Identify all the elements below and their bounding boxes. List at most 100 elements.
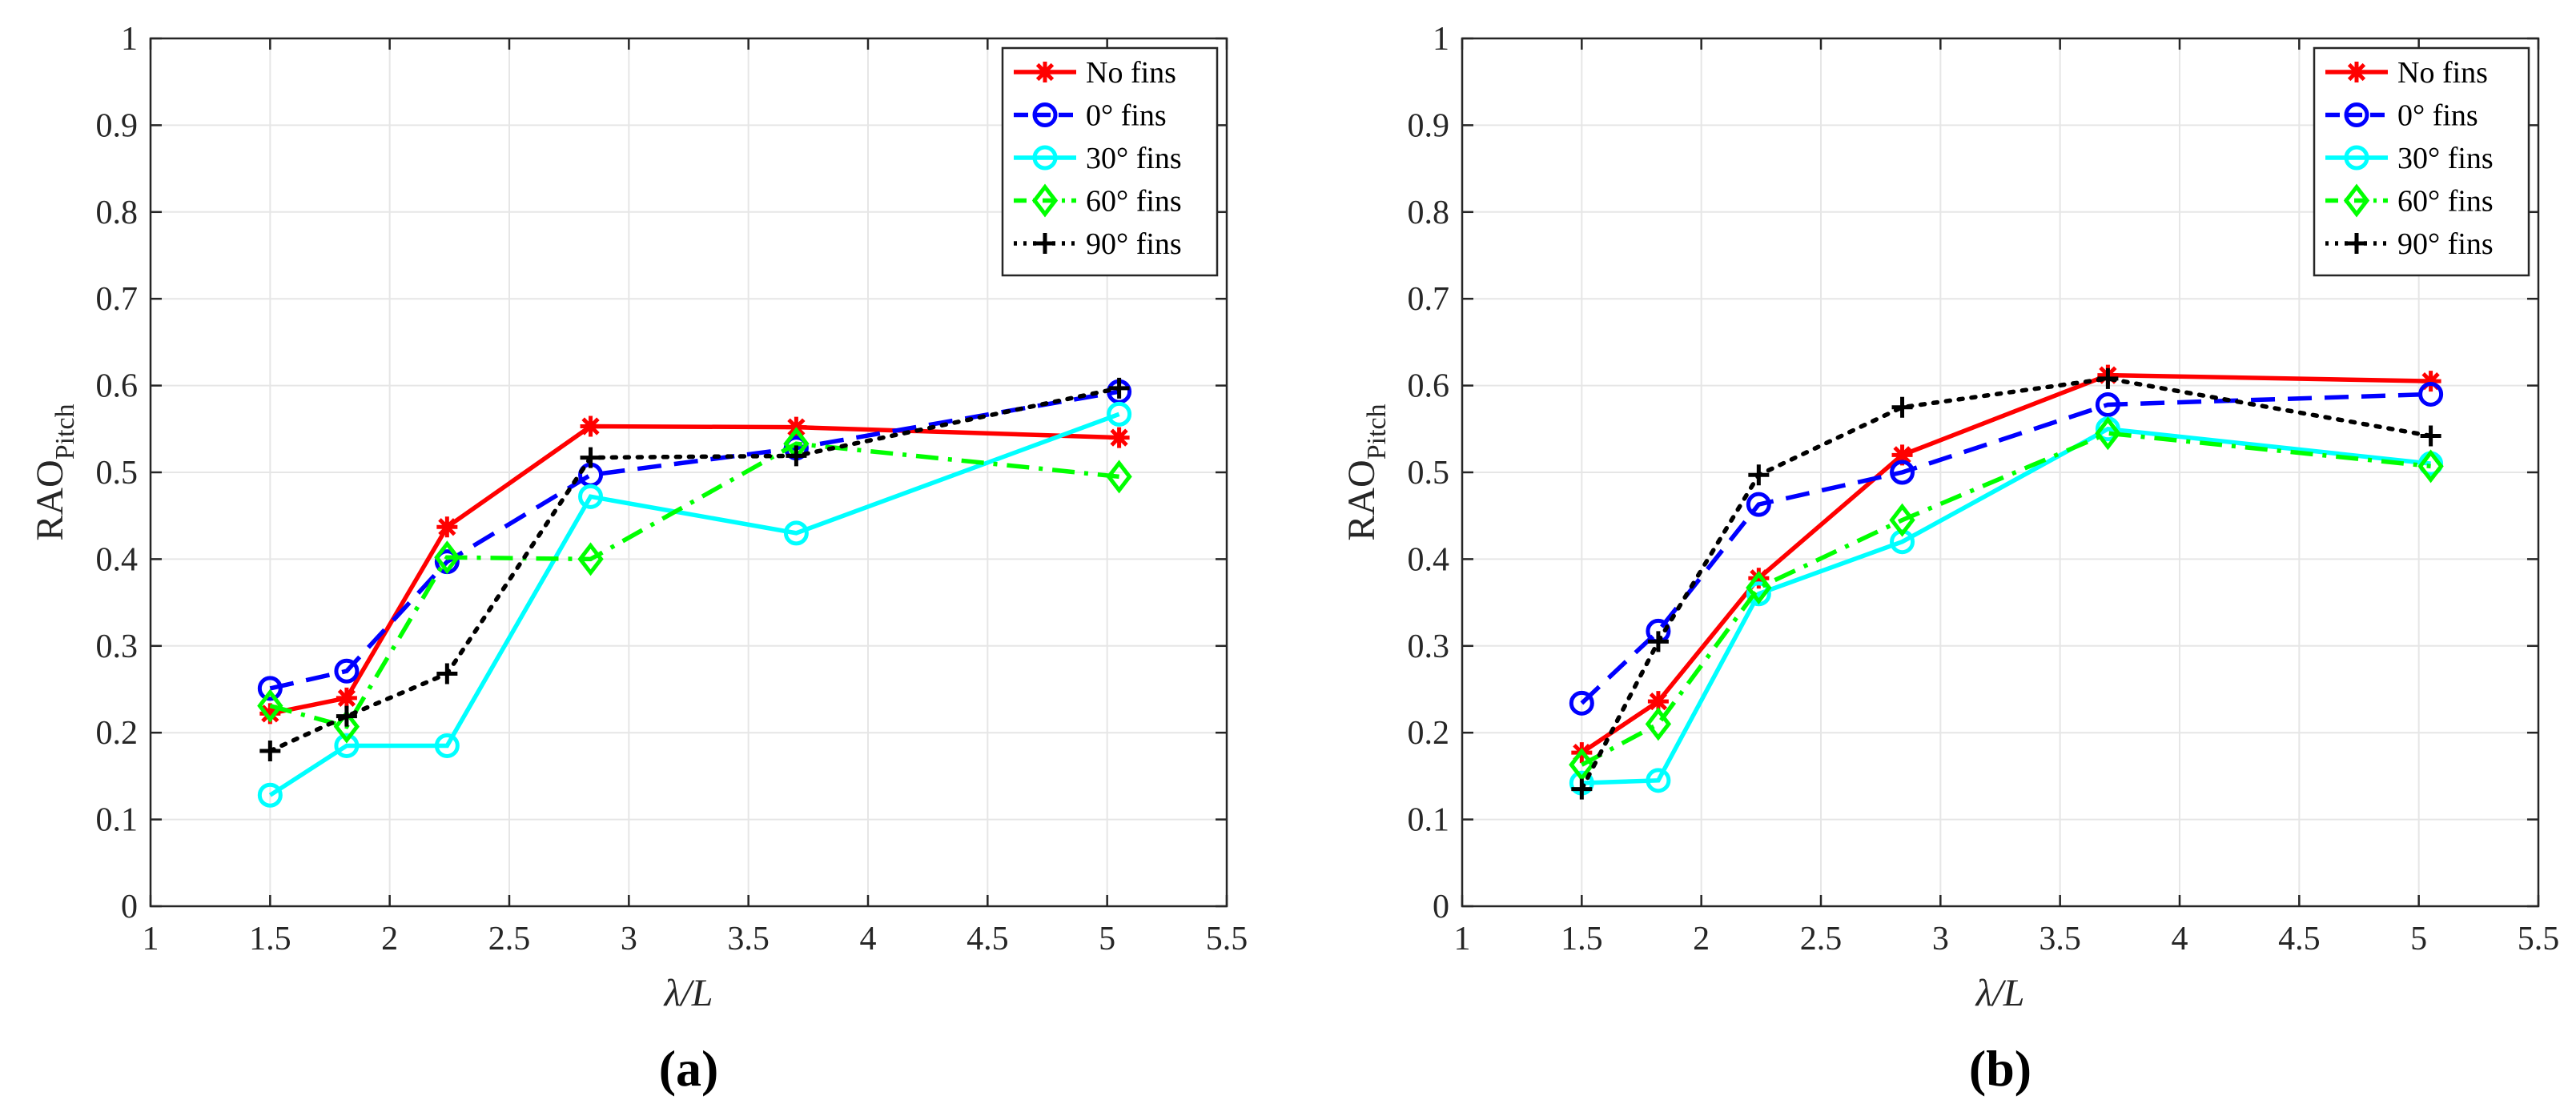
data-point xyxy=(578,484,604,509)
y-axis-label: RAOPitch xyxy=(1340,403,1392,540)
y-tick-label: 0.5 xyxy=(1408,455,1450,492)
y-axis-label: RAOPitch xyxy=(29,403,80,540)
data-point xyxy=(257,676,283,701)
y-tick-label: 0.9 xyxy=(1408,107,1450,144)
legend-label: 30° fins xyxy=(2397,142,2494,175)
data-point xyxy=(2095,416,2121,451)
data-point xyxy=(2417,449,2444,484)
data-point xyxy=(1748,464,1770,486)
data-point xyxy=(2095,391,2120,417)
y-tick-label: 0.7 xyxy=(1408,281,1450,318)
x-tick-label: 5 xyxy=(2410,921,2427,957)
legend-box xyxy=(2313,46,2530,277)
y-axis-label-main: RAO xyxy=(29,460,71,540)
y-tick-label: 0 xyxy=(121,889,138,925)
y-tick-label: 0.7 xyxy=(96,281,139,318)
legend-marker xyxy=(1031,183,1059,218)
data-point xyxy=(1106,460,1132,494)
data-point xyxy=(434,733,460,758)
series-line xyxy=(1581,431,2431,767)
legend: No fins 0° fins 30° fins 60° fins 90° fins xyxy=(1001,46,1219,277)
series-line xyxy=(269,389,1120,691)
data-point xyxy=(1108,427,1130,448)
data-point xyxy=(1889,503,1915,537)
legend-marker xyxy=(2344,102,2369,127)
y-axis-label-sub: Pitch xyxy=(1362,403,1392,460)
series-0-fins xyxy=(1569,381,2444,716)
legend-entry: 90° fins xyxy=(1014,227,1182,261)
data-point xyxy=(1569,690,1594,716)
legend-label: 90° fins xyxy=(2397,227,2494,261)
panel-label: (a) xyxy=(659,1040,719,1097)
data-point xyxy=(2418,381,2444,407)
legend-entry: 60° fins xyxy=(2325,183,2494,219)
y-tick-label: 0 xyxy=(1433,889,1449,925)
legend-label: 60° fins xyxy=(2397,185,2494,219)
legend-marker xyxy=(2343,183,2370,218)
data-point xyxy=(436,516,458,538)
x-tick-label: 1.5 xyxy=(1561,921,1603,957)
legend-label: 30° fins xyxy=(1086,142,1182,175)
legend-marker xyxy=(2346,62,2367,82)
y-tick-label: 0.6 xyxy=(96,368,139,405)
data-point xyxy=(1748,568,1770,589)
legend-label: 0° fins xyxy=(1086,99,1167,133)
data-point xyxy=(1569,748,1595,782)
series-line xyxy=(1580,372,2431,755)
y-tick-label: 0.4 xyxy=(1408,541,1450,578)
data-point xyxy=(1571,778,1593,800)
x-tick-label: 4.5 xyxy=(967,921,1009,957)
chart-panel-b: 1 1.5 2 2.5 3 3.5 4 4.5 5 5.5 0 0.1 0.2 0.3 0.4 0.5 0.6 0… xyxy=(1340,21,2559,1097)
series-line xyxy=(1579,376,2433,792)
data-point xyxy=(334,658,360,684)
data-point xyxy=(1107,401,1132,427)
series-30-fins xyxy=(257,401,1132,808)
y-tick-label: 0.6 xyxy=(1408,368,1450,405)
legend-box xyxy=(1001,46,1219,277)
y-tick-label: 0.8 xyxy=(1408,195,1450,231)
y-tick-label: 0.3 xyxy=(1408,628,1450,665)
legend-label: No fins xyxy=(2397,56,2488,90)
y-tick-label: 0.9 xyxy=(96,107,139,144)
legend-label: 0° fins xyxy=(2397,99,2478,133)
legend-entry: 90° fins xyxy=(2325,227,2494,261)
y-tick-label: 0.2 xyxy=(96,715,139,752)
y-axis-label-sub: Pitch xyxy=(50,403,80,460)
x-tick-label: 2 xyxy=(381,921,398,957)
legend-marker xyxy=(1032,102,1058,127)
x-tick-label: 4 xyxy=(2172,921,2188,957)
series-line xyxy=(267,386,1122,753)
y-tick-label: 0.2 xyxy=(1408,715,1450,752)
data-point xyxy=(1746,571,1772,605)
data-point xyxy=(577,542,604,576)
series-90-fins xyxy=(259,377,1130,761)
series-60-fins xyxy=(1569,416,2444,782)
legend-entry: 0° fins xyxy=(1014,99,1167,133)
x-tick-label: 2.5 xyxy=(488,921,531,957)
y-tick-label: 1 xyxy=(1433,21,1449,58)
data-point xyxy=(2420,371,2441,392)
data-point xyxy=(2420,425,2441,447)
x-tick-label: 5 xyxy=(1099,921,1115,957)
legend-entry: No fins xyxy=(1014,56,1176,90)
data-point xyxy=(1647,691,1669,713)
legend-label: No fins xyxy=(1086,56,1176,90)
x-axis-label: λ/L xyxy=(663,972,713,1014)
data-point xyxy=(1890,460,1915,485)
y-tick-label: 0.4 xyxy=(96,541,139,578)
data-point xyxy=(333,709,360,744)
x-tick-label: 5.5 xyxy=(1206,921,1248,957)
panel-label: (b) xyxy=(1969,1040,2031,1097)
x-tick-label: 3 xyxy=(621,921,637,957)
data-point xyxy=(336,687,357,709)
data-point xyxy=(2097,367,2119,389)
data-point xyxy=(1746,492,1771,517)
data-point xyxy=(783,520,809,546)
data-point xyxy=(434,540,460,575)
series-line xyxy=(269,424,1119,717)
data-point xyxy=(334,733,360,758)
x-tick-label: 4 xyxy=(860,921,877,957)
data-point xyxy=(257,782,283,808)
legend-entry: 30° fins xyxy=(2325,142,2494,175)
